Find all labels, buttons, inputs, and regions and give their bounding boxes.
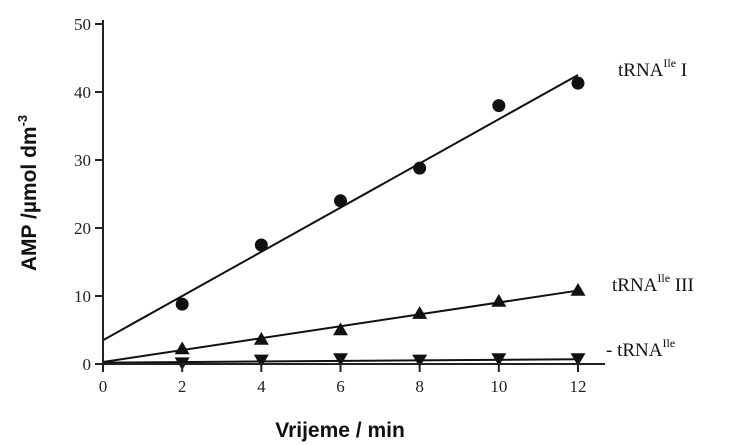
plot-area: [102, 74, 586, 371]
y-tick-label: 50: [74, 15, 91, 34]
series-1-label: tRNAIle I: [618, 56, 687, 81]
series-1-point: [334, 194, 347, 208]
series-label-sup: Ile: [657, 271, 670, 285]
y-tick-label: 30: [74, 151, 91, 170]
x-tick-label: 2: [178, 377, 187, 396]
series-1-point: [492, 99, 506, 113]
series-3-point: [491, 353, 507, 367]
series-3-label: - tRNAIle: [606, 336, 675, 361]
x-tick-label: 4: [257, 377, 266, 396]
series-1-point: [254, 238, 268, 252]
series-label-text: tRNA: [618, 60, 664, 81]
y-axis-title: AMP /µmol dm-3: [15, 115, 41, 271]
series-label-text: tRNA: [612, 275, 658, 296]
x-tick-label: 10: [490, 377, 507, 396]
series-2-point: [570, 283, 586, 296]
series-label-suffix: III: [670, 275, 694, 296]
series-2-point: [253, 332, 269, 345]
series-3-point: [253, 354, 269, 368]
y-tick-label: 40: [74, 83, 91, 102]
series-2-point: [412, 306, 428, 319]
series-label-text: - tRNA: [606, 340, 663, 361]
series-label-sup: Ile: [663, 56, 676, 70]
x-axis-title: Vrijeme / min: [275, 419, 405, 442]
y-axis-title-sup: -3: [15, 115, 30, 127]
x-tick-label: 8: [415, 377, 424, 396]
series-3-point: [570, 353, 586, 367]
x-tick-label: 0: [99, 377, 108, 396]
series-3-point: [412, 354, 428, 368]
series-1-point: [571, 76, 585, 90]
y-tick-label: 10: [74, 287, 91, 306]
y-axis-title-main: AMP /µmol dm: [18, 126, 41, 271]
series-label-sup: Ile: [662, 336, 675, 350]
y-tick-label: 20: [74, 219, 91, 238]
series-1-fit-line: [102, 74, 579, 342]
series-3-point: [333, 353, 348, 367]
series-2-label: tRNAIle III: [612, 271, 694, 296]
series-1-point: [175, 297, 189, 311]
series-2-point: [174, 341, 190, 355]
x-tick-label: 12: [570, 377, 587, 396]
series-2-point: [491, 293, 507, 307]
series-2-point: [333, 322, 348, 336]
series-1-point: [413, 161, 427, 175]
axes: [95, 20, 605, 372]
series-label-suffix: I: [676, 60, 687, 81]
x-tick-label: 6: [336, 377, 345, 396]
tick-labels: 0 2 4 6 8 10 12 0 10 20 30 40 50: [74, 15, 587, 396]
y-tick-label: 0: [83, 355, 92, 374]
